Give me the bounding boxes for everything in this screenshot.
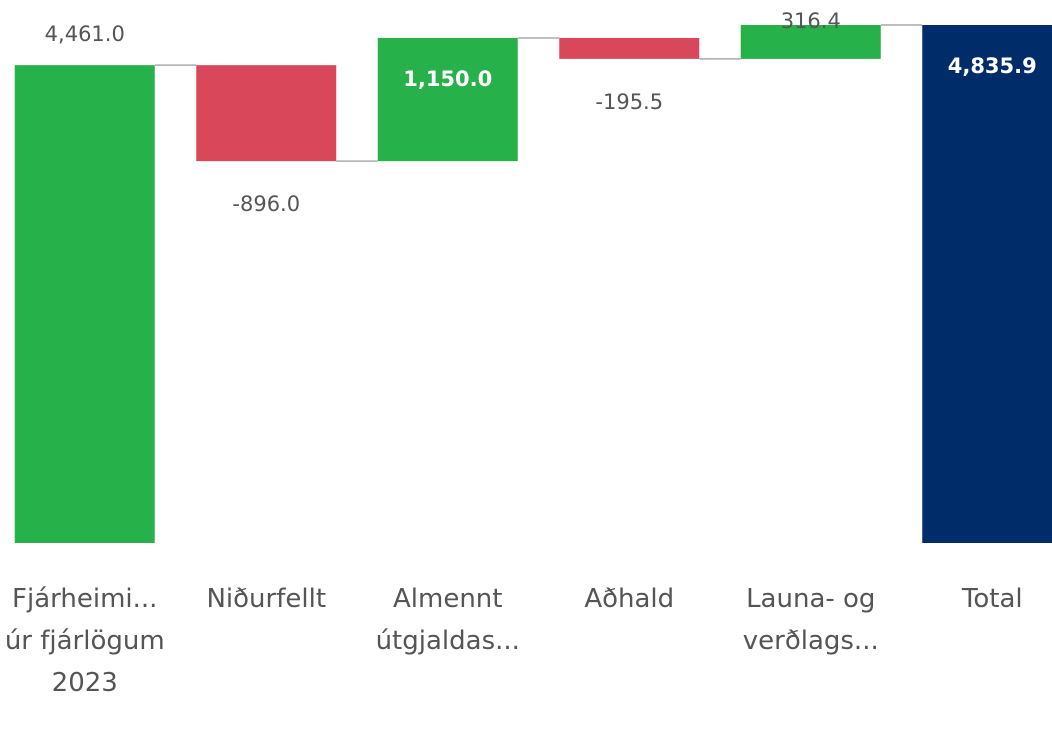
value-label: 316.4 <box>781 9 841 33</box>
x-tick-label: Niðurfellt <box>206 584 327 614</box>
bar <box>922 25 1052 543</box>
bar <box>740 25 881 59</box>
x-tick-label: Almennt útgjaldas... <box>375 584 520 656</box>
value-label: -195.5 <box>595 90 663 114</box>
x-tick-label: Fjárheimi... úr fjárlögum 2023 <box>4 584 165 698</box>
bar <box>377 37 518 162</box>
value-label: -896.0 <box>232 192 300 216</box>
x-tick-label: Aðhald <box>584 584 675 614</box>
x-tick-label: Launa- og verðlags... <box>742 584 879 656</box>
x-tick-label: Total <box>961 584 1023 614</box>
bar <box>14 65 155 543</box>
bar <box>196 65 337 162</box>
value-label: 4,835.9 <box>948 54 1037 78</box>
bar <box>559 37 700 59</box>
value-label: 1,150.0 <box>403 67 492 91</box>
value-label: 4,461.0 <box>45 22 125 46</box>
